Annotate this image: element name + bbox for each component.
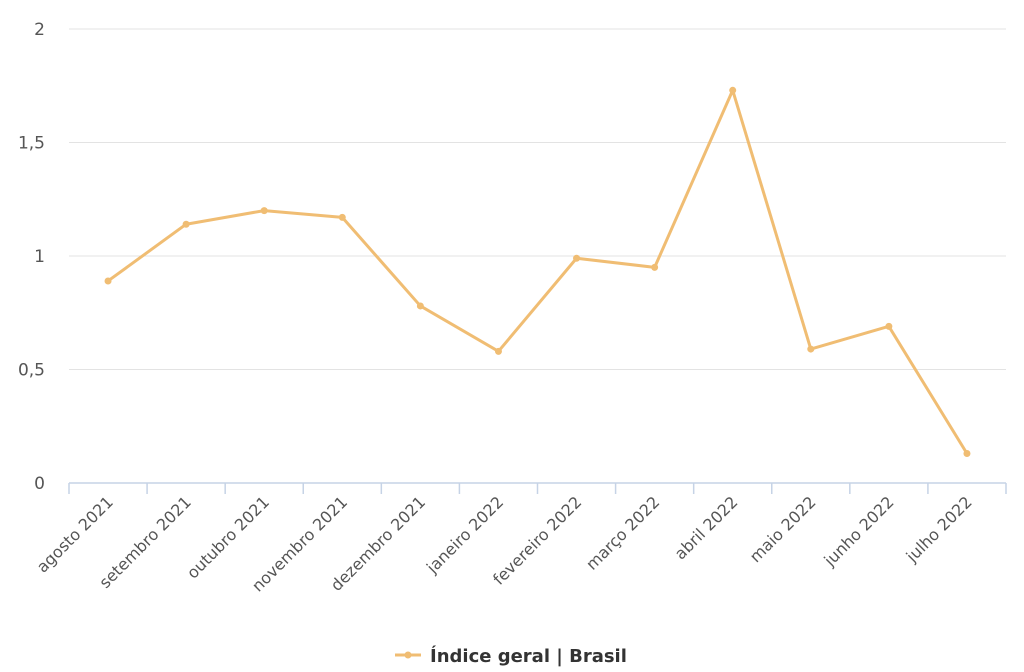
data-point[interactable] <box>651 263 659 271</box>
y-tick-label: 0 <box>34 474 45 494</box>
data-point[interactable] <box>807 345 815 353</box>
x-tick-label: março 2022 <box>582 492 663 573</box>
data-point[interactable] <box>963 449 971 457</box>
data-point[interactable] <box>729 86 737 94</box>
series-layer <box>104 86 971 457</box>
y-tick-label: 0,5 <box>18 361 45 381</box>
data-point[interactable] <box>182 220 190 228</box>
y-tick-label: 1 <box>34 247 45 267</box>
x-tick-label: julho 2022 <box>902 492 976 566</box>
data-point[interactable] <box>338 213 346 221</box>
x-tick-label: outubro 2021 <box>183 492 273 582</box>
y-gridlines <box>69 28 1006 370</box>
data-point[interactable] <box>573 254 581 262</box>
data-point[interactable] <box>104 277 112 285</box>
x-tick-label: abril 2022 <box>671 492 742 563</box>
series-line <box>107 88 969 455</box>
legend[interactable]: Índice geral | Brasil <box>395 645 627 667</box>
y-tick-label: 1,5 <box>18 134 45 154</box>
data-point[interactable] <box>416 302 424 310</box>
x-axis <box>68 482 1007 494</box>
x-tick-label: janeiro 2022 <box>422 492 507 577</box>
data-point[interactable] <box>494 347 502 355</box>
data-point[interactable] <box>260 207 268 215</box>
x-tick-label: agosto 2021 <box>33 492 117 576</box>
x-tick-label: maio 2022 <box>746 492 820 566</box>
y-axis-tick-labels: 0 0,5 1 1,5 2 <box>18 20 45 494</box>
data-point[interactable] <box>885 322 893 330</box>
y-tick-label: 2 <box>34 20 45 40</box>
legend-label: Índice geral | Brasil <box>430 645 627 667</box>
x-tick-label: junho 2022 <box>820 492 898 570</box>
legend-marker-icon <box>404 651 412 659</box>
